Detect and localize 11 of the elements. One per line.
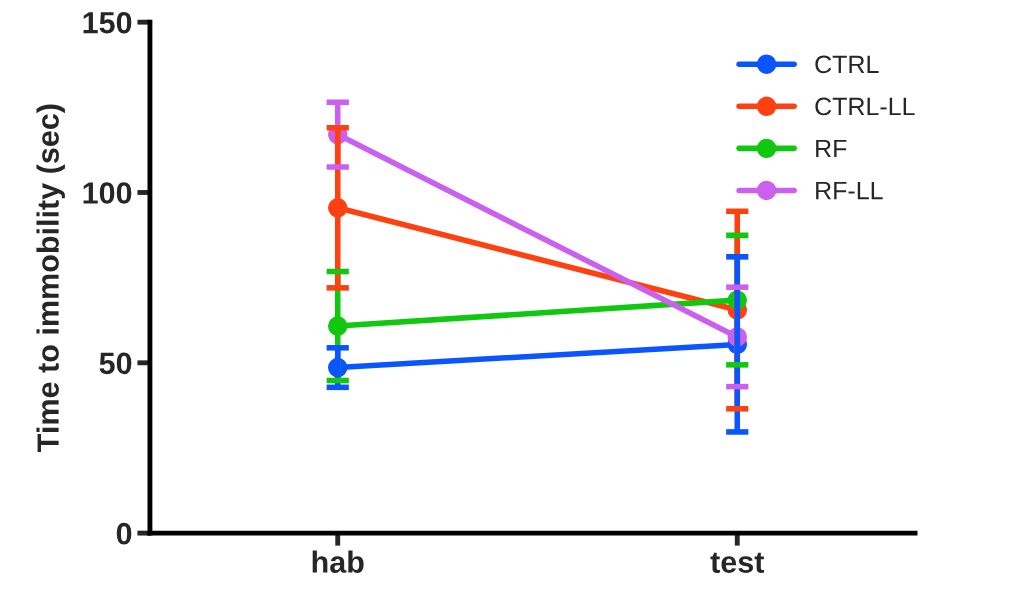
- y-tick-label: 100: [83, 182, 132, 204]
- x-tick-label: hab: [312, 550, 364, 573]
- x-tick-label: test: [710, 552, 765, 573]
- y-tick-label: 0: [116, 522, 132, 545]
- legend-label: RF-LL: [816, 181, 883, 200]
- y-axis-title: Time to immobility (sec): [36, 104, 65, 452]
- legend-label: RF: [816, 139, 847, 158]
- y-tick-label: 150: [83, 11, 132, 34]
- legend-label: CTRL-LL: [815, 97, 915, 116]
- legend-label: CTRL: [815, 55, 879, 74]
- y-tick-label: 50: [99, 352, 132, 375]
